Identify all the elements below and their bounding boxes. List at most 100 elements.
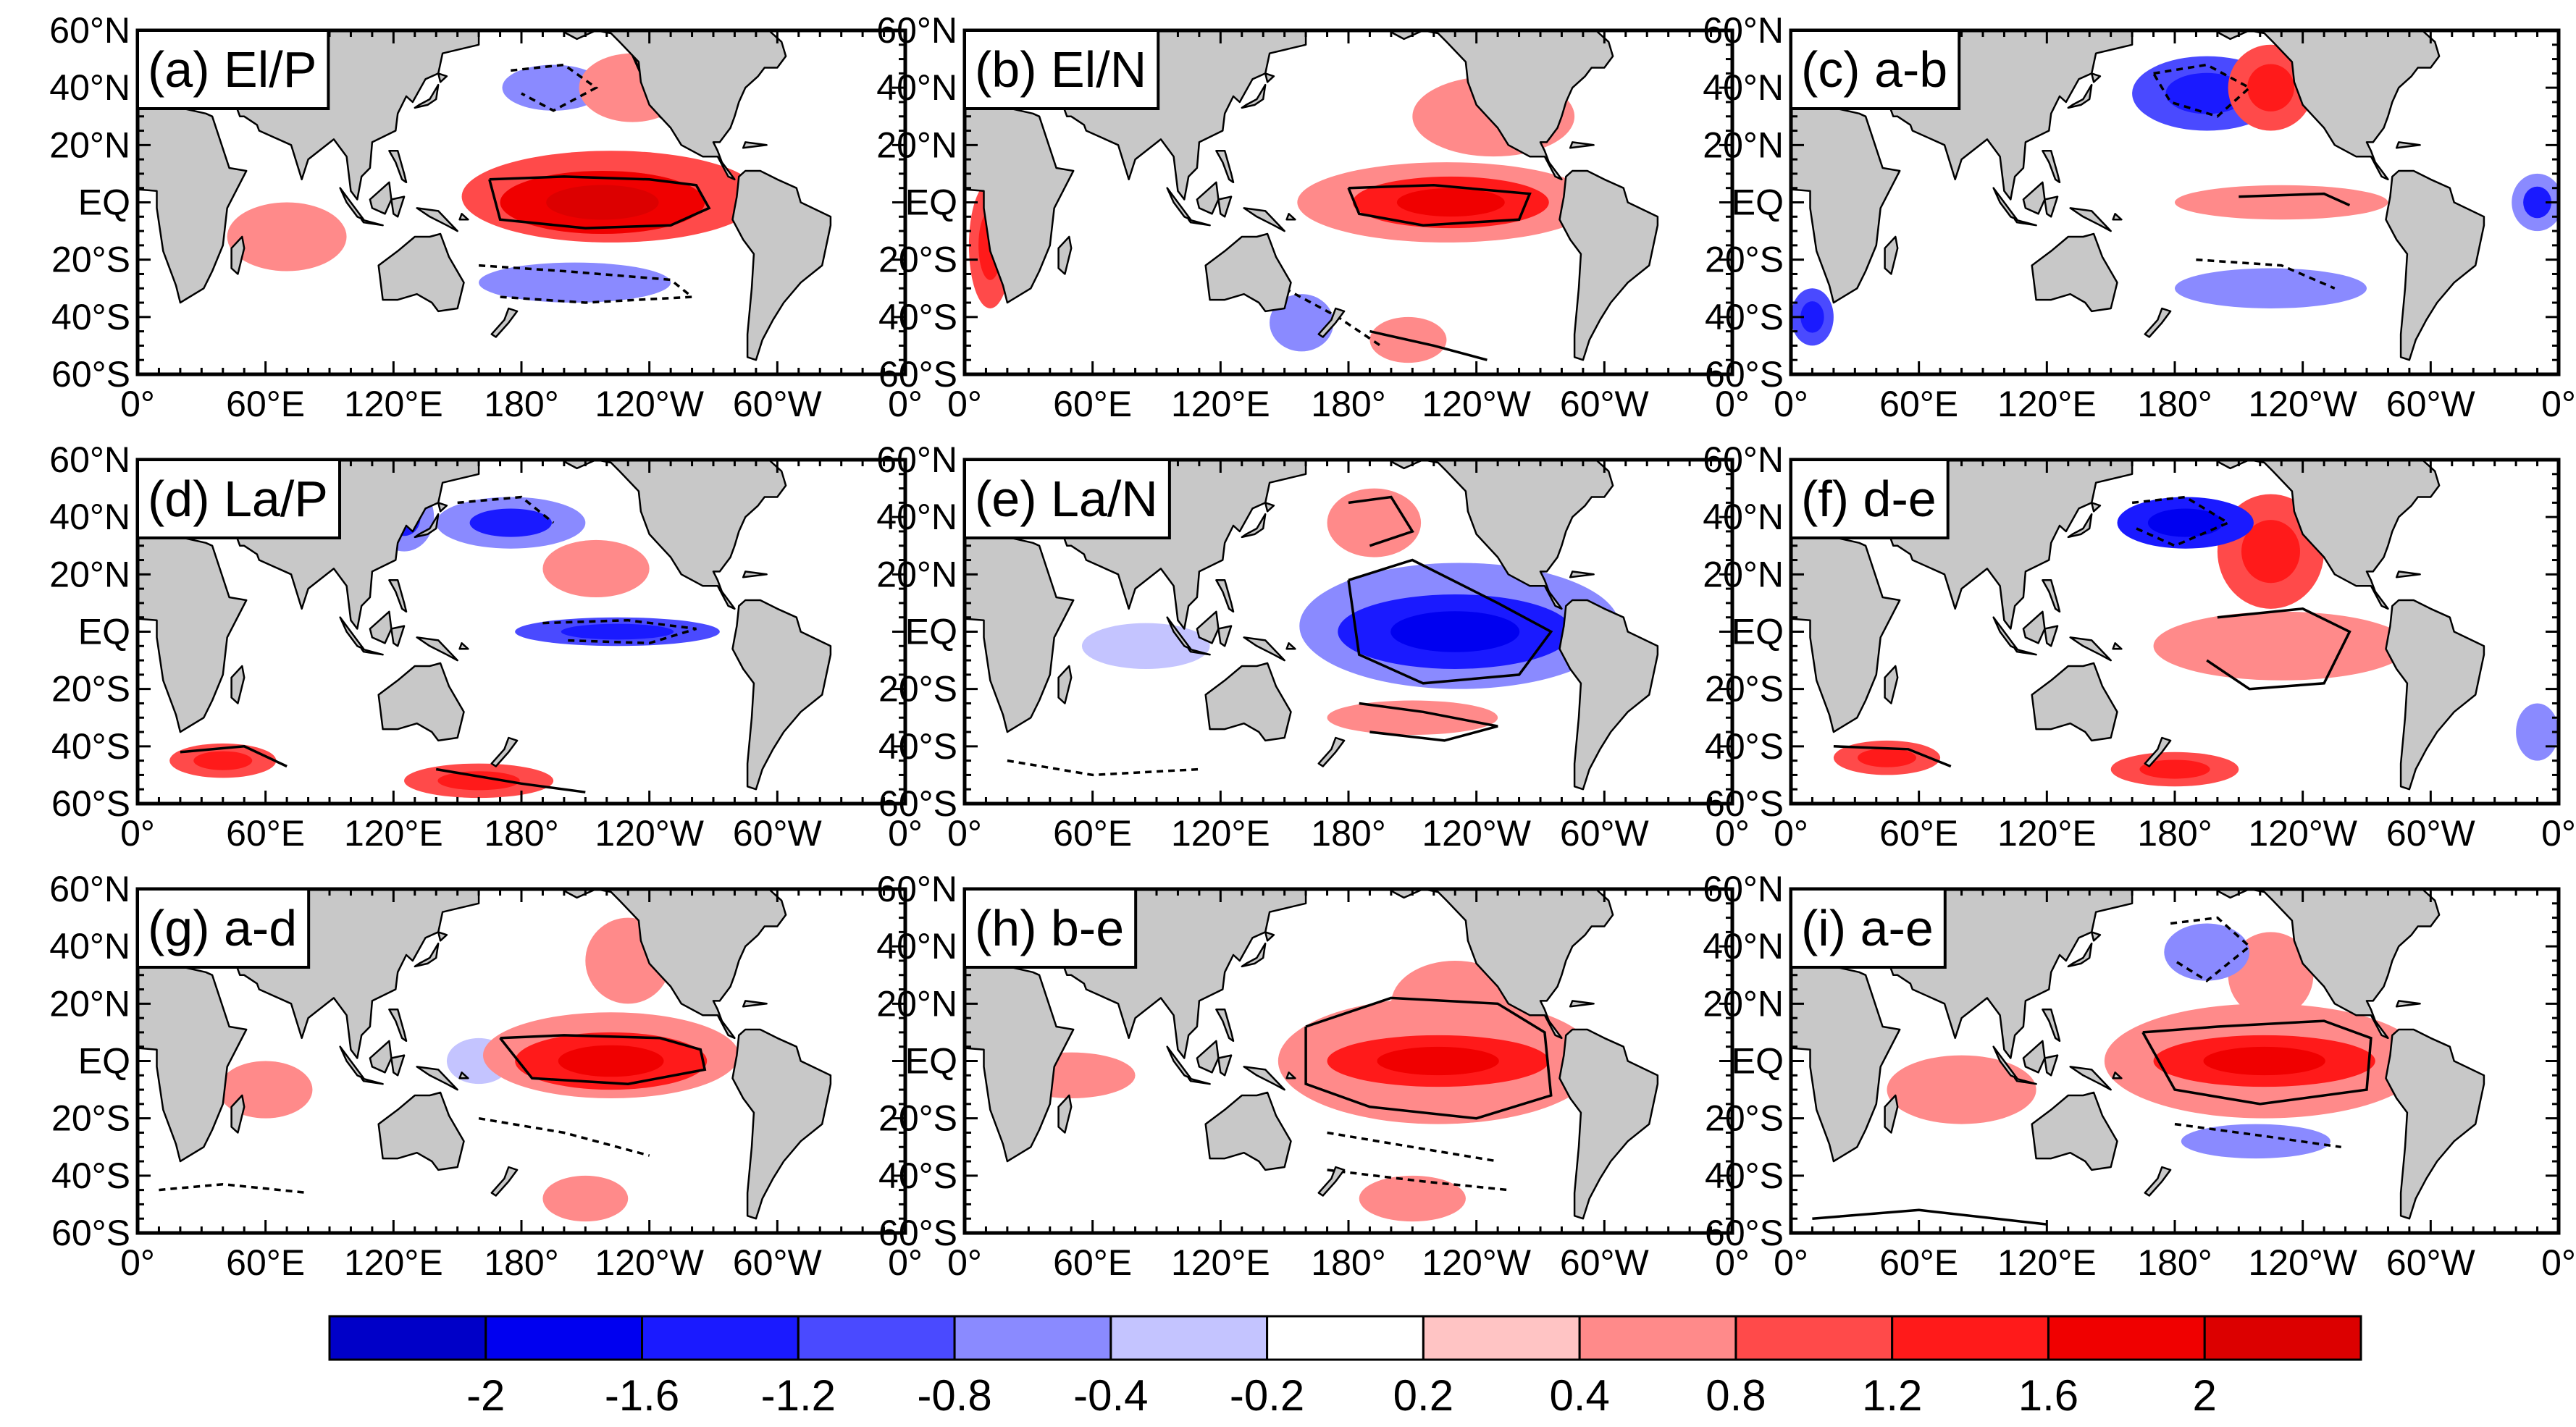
contour-line-i-0: [2141, 1019, 2372, 1106]
land-6: [490, 1166, 519, 1197]
anomaly-region-d-0: [542, 539, 650, 598]
land-10: [339, 1045, 365, 1079]
land-10: [1992, 616, 2018, 650]
anomaly-core-c-4: [2247, 64, 2294, 111]
land-12: [1196, 610, 1220, 644]
lat-tick-label: 60°N: [1703, 439, 1784, 480]
land-15: [1215, 579, 1235, 613]
land-5: [1204, 232, 1292, 313]
colorbar-tick-label: 1.2: [1862, 1371, 1922, 1420]
anomaly-core-f-2: [2139, 759, 2210, 779]
land-14: [416, 207, 458, 232]
land-6: [1317, 1166, 1346, 1197]
lon-tick-label: 0°: [947, 1242, 982, 1283]
land-3: [414, 942, 440, 968]
land-18: [2516, 448, 2538, 454]
lat-tick-label: 20°N: [876, 125, 957, 165]
contour-line-a-0: [488, 175, 711, 230]
land-3: [1241, 513, 1267, 539]
colorbar-tick-label: -2: [466, 1371, 505, 1420]
land-16: [1285, 1072, 1296, 1079]
land-13: [1217, 1054, 1233, 1077]
land-8: [2385, 1028, 2485, 1220]
land-3: [2067, 83, 2093, 109]
land-12: [369, 1040, 393, 1074]
land-16: [458, 213, 469, 221]
anomaly-region-f-0: [2153, 611, 2409, 681]
land-15: [2042, 150, 2061, 184]
land-8: [2385, 599, 2485, 791]
contour-line-g-0: [499, 1034, 707, 1085]
land-6: [2144, 736, 2172, 767]
lat-tick-label: EQ: [1732, 612, 1784, 652]
lon-tick-label: 0°: [1715, 384, 1750, 424]
anomaly-core-f-3: [2241, 520, 2300, 584]
lat-tick-label: 60°S: [51, 1213, 130, 1253]
lat-tick-label: 40°S: [1705, 297, 1784, 337]
land-16: [2112, 642, 2123, 650]
land-12: [1196, 1040, 1220, 1074]
lon-tick-label: 60°E: [226, 813, 305, 854]
lat-tick-label: 20°N: [49, 983, 130, 1024]
land-14: [2069, 207, 2112, 232]
land-17: [2395, 141, 2421, 149]
panel-label-box: [963, 29, 1160, 110]
panel-label-e: (e) La/N: [975, 471, 1158, 527]
land-16: [2112, 213, 2123, 221]
colorbar-swatch-11: [2047, 1315, 2206, 1361]
lon-tick-label: 120°W: [595, 384, 704, 424]
lat-tick-label: 20°S: [51, 1098, 130, 1139]
land-5: [2031, 662, 2118, 742]
panel-label-h: (h) b-e: [975, 900, 1124, 956]
land-8: [1558, 599, 1659, 791]
land-17: [1569, 141, 1595, 149]
lon-tick-label: 120°E: [344, 1242, 443, 1283]
anomaly-region-e-0: [1081, 623, 1210, 669]
lat-tick-label: 20°S: [51, 240, 130, 280]
lon-tick-label: 0°: [1774, 1242, 1808, 1283]
land-3: [1241, 83, 1267, 109]
land-5: [377, 232, 465, 313]
anomaly-region-e-2: [1327, 700, 1498, 735]
anomaly-core-f-4: [1858, 748, 1916, 767]
colorbar-swatch-8: [1578, 1315, 1737, 1361]
lon-tick-label: 0°: [2541, 384, 2576, 424]
lon-tick-label: 60°E: [1053, 813, 1132, 854]
contour-line-f-2: [1833, 745, 1952, 768]
land-3: [2067, 942, 2093, 968]
contour-line-f-0: [2131, 495, 2231, 547]
lon-tick-label: 120°E: [1997, 1242, 2097, 1283]
land-10: [1992, 1045, 2018, 1079]
land-13: [390, 1054, 406, 1077]
land-14: [1243, 1066, 1285, 1091]
lat-tick-label: 20°N: [876, 554, 957, 594]
lon-tick-label: 120°E: [1997, 384, 2097, 424]
contour-line-d-3: [180, 745, 288, 768]
colorbar-swatch-12: [2203, 1315, 2362, 1361]
lat-tick-label: 20°N: [1703, 125, 1784, 165]
anomaly-core-c-5: [1800, 301, 1824, 333]
land-1: [1884, 1094, 1899, 1134]
land-12: [2022, 1040, 2046, 1074]
land-11: [360, 219, 384, 227]
lon-tick-label: 120°E: [344, 813, 443, 854]
panel-label-box: [136, 458, 341, 539]
contour-line-c-0: [2152, 63, 2252, 118]
land-8: [1558, 169, 1659, 361]
lat-tick-label: 40°N: [49, 67, 130, 108]
land-13: [2044, 195, 2059, 218]
anomaly-region-a-0: [479, 262, 671, 303]
land-11: [360, 648, 384, 656]
contour-line-e-1: [1007, 759, 1199, 777]
panel-label-box: [136, 888, 311, 969]
anomaly-region-h-0: [1359, 1175, 1466, 1222]
anomaly-core-f-5: [2147, 508, 2223, 537]
lat-tick-label: 20°S: [878, 240, 957, 280]
land-17: [2395, 1000, 2421, 1008]
lon-tick-label: 0°: [120, 813, 155, 854]
lat-tick-label: 60°S: [1705, 1213, 1784, 1253]
land-4: [2090, 931, 2102, 942]
